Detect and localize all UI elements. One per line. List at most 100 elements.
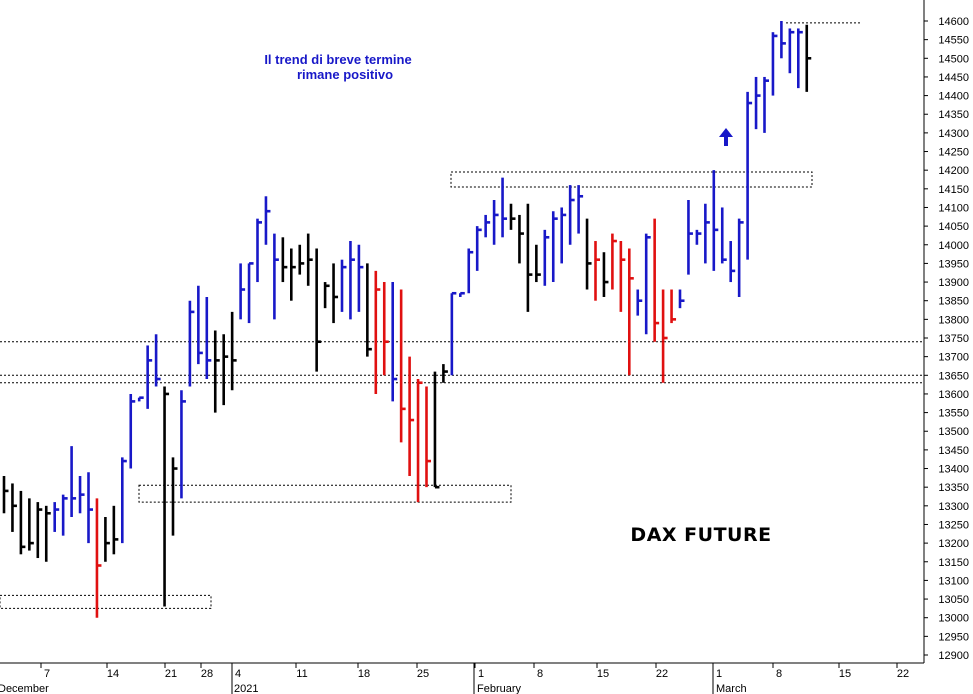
y-tick-label: 14550 bbox=[938, 35, 969, 47]
price-bars bbox=[2, 21, 812, 618]
ohlc-bar bbox=[484, 214, 491, 238]
y-tick-label: 12950 bbox=[938, 631, 969, 643]
y-tick-label: 13400 bbox=[938, 464, 969, 476]
ohlc-bar bbox=[70, 446, 77, 518]
x-tick-label: 8 bbox=[776, 668, 782, 680]
y-tick-label: 13950 bbox=[938, 258, 969, 270]
ohlc-bar bbox=[771, 32, 778, 96]
ohlc-bar bbox=[197, 285, 203, 365]
ohlc-bar bbox=[729, 241, 736, 283]
ohlc-bar bbox=[374, 270, 381, 394]
y-tick-label: 13650 bbox=[938, 370, 969, 382]
annotation-line-1: Il trend di breve termine bbox=[264, 52, 411, 67]
ohlc-bar bbox=[543, 229, 550, 286]
y-tick-label: 14300 bbox=[938, 128, 969, 140]
ohlc-bar bbox=[306, 233, 313, 286]
ohlc-bar bbox=[492, 200, 499, 245]
ohlc-bar bbox=[180, 390, 186, 499]
month-label: March bbox=[716, 683, 747, 694]
x-tick-label: 18 bbox=[358, 668, 370, 680]
y-tick-label: 14400 bbox=[938, 91, 969, 103]
ohlc-bar bbox=[28, 498, 34, 551]
ohlc-bar bbox=[678, 289, 685, 309]
ohlc-bar bbox=[788, 28, 795, 74]
x-tick-label: 15 bbox=[597, 668, 609, 680]
chart-title: DAX FUTURE bbox=[630, 524, 771, 546]
y-tick-label: 14500 bbox=[938, 53, 969, 65]
range-box bbox=[0, 594, 212, 609]
ohlc-bar bbox=[450, 291, 457, 376]
ohlc-bar bbox=[627, 248, 634, 376]
range-box bbox=[138, 484, 512, 503]
ohlc-bar bbox=[560, 207, 567, 264]
ohlc-bar bbox=[602, 252, 609, 297]
ohlc-bar bbox=[433, 371, 440, 489]
ohlc-bar bbox=[704, 203, 710, 264]
ohlc-bar bbox=[366, 263, 372, 357]
ohlc-bar bbox=[154, 334, 161, 387]
ohlc-bar bbox=[687, 200, 693, 275]
ohlc-bar bbox=[36, 502, 43, 559]
ohlc-bar bbox=[746, 91, 753, 260]
y-tick-label: 13800 bbox=[938, 314, 969, 326]
ohlc-bar bbox=[644, 233, 651, 335]
ohlc-bar bbox=[213, 330, 220, 413]
ohlc-bar bbox=[137, 396, 144, 402]
ohlc-bar bbox=[256, 218, 262, 283]
ohlc-bar bbox=[763, 76, 769, 133]
x-tick-label: 7 bbox=[44, 668, 50, 680]
ohlc-bar bbox=[526, 203, 533, 312]
x-tick-label: 4 bbox=[235, 668, 241, 680]
ohlc-bar bbox=[2, 475, 9, 514]
ohlc-bar bbox=[332, 263, 339, 324]
y-tick-label: 13200 bbox=[938, 538, 969, 550]
ohlc-bar bbox=[501, 177, 508, 238]
ohlc-bar bbox=[323, 282, 330, 309]
ohlc-bar bbox=[171, 457, 178, 536]
y-tick-label: 13550 bbox=[938, 408, 969, 420]
month-label: December bbox=[0, 683, 49, 694]
ohlc-bar bbox=[264, 196, 271, 245]
ohlc-bar bbox=[298, 244, 305, 275]
y-tick-label: 13600 bbox=[938, 389, 969, 401]
y-tick-label: 14350 bbox=[938, 109, 969, 121]
x-tick-label: 1 bbox=[716, 668, 722, 680]
ohlc-bar bbox=[754, 76, 761, 130]
x-tick-label: 11 bbox=[296, 668, 307, 680]
ohlc-bar bbox=[222, 334, 229, 406]
ohlc-bar bbox=[112, 505, 119, 555]
ohlc-bar bbox=[585, 218, 592, 290]
x-tick-label: 1 bbox=[478, 668, 484, 680]
y-tick-label: 13900 bbox=[938, 277, 969, 289]
x-tick-label: 14 bbox=[107, 668, 119, 680]
ohlc-bar bbox=[416, 379, 423, 503]
ohlc-bar bbox=[78, 475, 85, 514]
y-tick-label: 13850 bbox=[938, 296, 969, 308]
ohlc-bar bbox=[408, 356, 415, 476]
y-tick-label: 14000 bbox=[938, 240, 969, 252]
ohlc-bar bbox=[636, 289, 643, 316]
ohlc-bar bbox=[129, 393, 136, 469]
y-tick-label: 13250 bbox=[938, 519, 969, 531]
month-label: February bbox=[477, 683, 522, 694]
ohlc-bar bbox=[577, 185, 584, 234]
ohlc-bar bbox=[518, 214, 524, 264]
x-tick-label: 8 bbox=[537, 668, 543, 680]
ohlc-bar bbox=[805, 24, 812, 92]
ohlc-bar bbox=[382, 282, 389, 376]
ohlc-bar bbox=[289, 248, 296, 301]
ohlc-bar bbox=[737, 218, 744, 297]
y-tick-label: 14250 bbox=[938, 147, 969, 159]
y-tick-label: 13350 bbox=[938, 482, 969, 494]
ohlc-bar bbox=[273, 233, 279, 320]
ohlc-bar bbox=[239, 263, 246, 320]
ohlc-bar bbox=[712, 170, 719, 271]
ohlc-bar bbox=[205, 296, 212, 380]
x-tick-label: 15 bbox=[839, 668, 851, 680]
ohlc-bar bbox=[391, 282, 398, 402]
ohlc-bar bbox=[425, 386, 431, 488]
ohlc-bar bbox=[230, 311, 237, 391]
y-tick-label: 14050 bbox=[938, 221, 969, 233]
y-tick-label: 14450 bbox=[938, 72, 969, 84]
